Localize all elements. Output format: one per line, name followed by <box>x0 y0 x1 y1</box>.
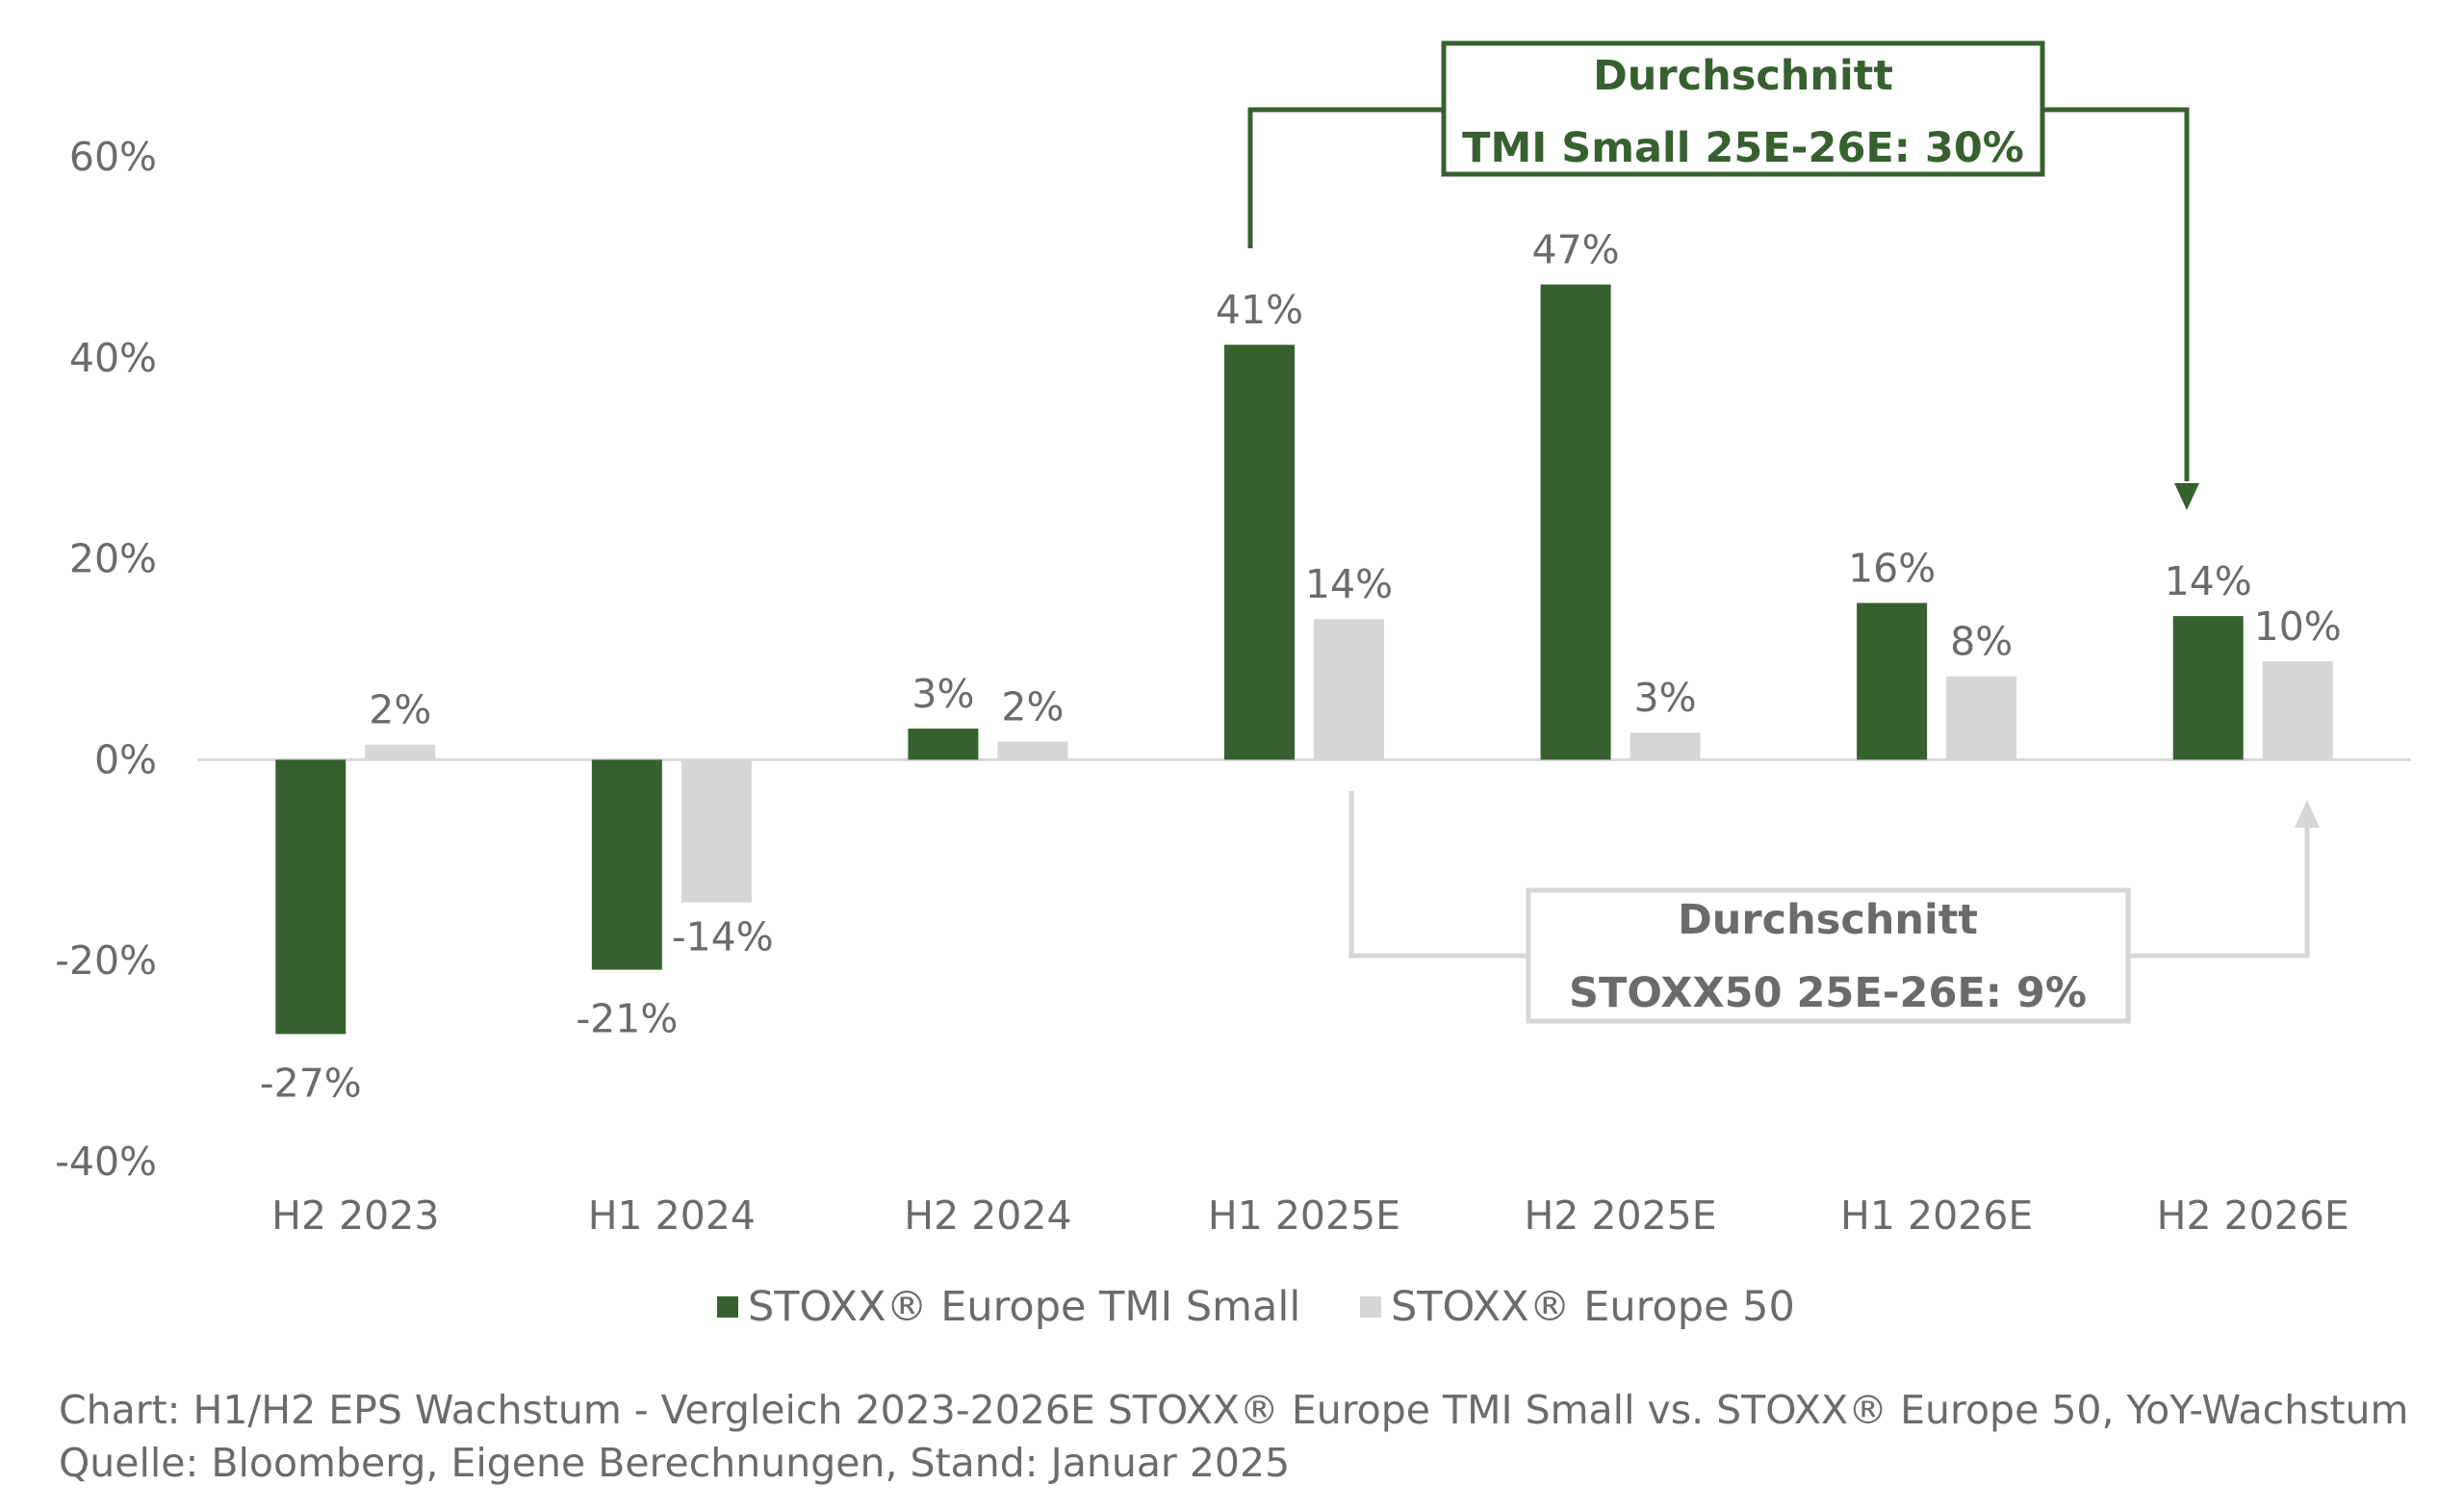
y-tick-label: -40% <box>55 1139 157 1185</box>
stoxx50-average-line2: STOXX50 25E-26E: 9% <box>1569 969 2087 1017</box>
y-tick-label: -20% <box>55 937 157 984</box>
legend: STOXX® Europe TMI Small STOXX® Europe 50 <box>717 1283 1795 1331</box>
data-label-tmi-small: 3% <box>911 671 974 717</box>
tmi-small-average-line2: TMI Small 25E-26E: 30% <box>1462 124 2024 172</box>
data-label-europe-50: 8% <box>1950 619 2013 665</box>
bar-tmi-small <box>1857 602 1928 760</box>
stoxx50-average-box <box>1526 887 2131 1024</box>
data-label-tmi-small: 41% <box>1216 287 1303 333</box>
y-tick-label: 0% <box>94 736 157 782</box>
stoxx50-bracket-line <box>1348 791 1528 959</box>
legend-swatch-tmi-small <box>717 1296 738 1318</box>
bar-tmi-small <box>1540 284 1611 760</box>
y-tick-label: 60% <box>69 134 157 180</box>
stoxx50-average-line1: Durchschnitt <box>1678 896 1978 944</box>
bar-europe-50 <box>997 741 1068 760</box>
x-tick-label: H2 2023 <box>271 1192 439 1239</box>
chart-caption: Chart: H1/H2 EPS Wachstum - Vergleich 20… <box>59 1387 2409 1433</box>
legend-label-europe-50: STOXX® Europe 50 <box>1391 1283 1795 1331</box>
data-label-tmi-small: 47% <box>1532 227 1620 273</box>
data-label-europe-50: 2% <box>1001 684 1064 730</box>
x-tick-label: H1 2024 <box>588 1192 756 1239</box>
data-label-europe-50: 3% <box>1634 675 1697 721</box>
tmi-small-average-annotation: Durchschnitt TMI Small 25E-26E: 30% <box>1247 40 2199 510</box>
stoxx50-average-annotation: Durchschnitt STOXX50 25E-26E: 9% <box>1348 791 2320 1024</box>
bar-tmi-small <box>2172 616 2244 760</box>
x-tick-label: H2 2026E <box>2157 1192 2349 1239</box>
eps-growth-chart: 60% 40% 20% 0% -20% -40% -27% 2% -21% -14% 3% 2% 41… <box>55 40 2411 1331</box>
source-note: Quelle: Bloomberg, Eigene Berechnungen, … <box>59 1440 1291 1486</box>
tmi-small-bracket-line-right <box>2042 107 2190 481</box>
bar-europe-50 <box>2262 661 2333 760</box>
data-label-tmi-small: 16% <box>1848 546 1936 592</box>
x-tick-label: H2 2024 <box>904 1192 1071 1239</box>
bar-europe-50 <box>1630 732 1701 760</box>
tmi-small-arrow-head <box>2174 483 2199 510</box>
data-label-tmi-small: -27% <box>260 1060 362 1106</box>
bar-tmi-small <box>591 759 662 970</box>
tmi-small-bracket-line <box>1247 107 1444 248</box>
data-label-europe-50: 10% <box>2254 603 2342 650</box>
x-tick-label: H1 2026E <box>1840 1192 2033 1239</box>
stoxx50-arrow-head <box>2295 800 2320 828</box>
bar-europe-50 <box>1946 676 2017 760</box>
x-tick-label: H1 2025E <box>1208 1192 1400 1239</box>
bar-tmi-small <box>275 759 346 1035</box>
data-label-europe-50: -14% <box>672 914 774 960</box>
legend-label-tmi-small: STOXX® Europe TMI Small <box>748 1283 1300 1331</box>
stoxx50-bracket-line-right <box>2128 828 2310 959</box>
data-label-tmi-small: -21% <box>576 996 678 1042</box>
tmi-small-average-line1: Durchschnitt <box>1593 52 1893 100</box>
x-tick-label: H2 2025E <box>1524 1192 1716 1239</box>
data-label-europe-50: 2% <box>369 687 431 733</box>
bar-europe-50 <box>680 759 752 903</box>
y-tick-label: 40% <box>69 335 157 381</box>
tmi-small-average-box <box>1441 40 2045 177</box>
y-tick-label: 20% <box>69 536 157 582</box>
bar-tmi-small <box>908 729 979 760</box>
x-axis: H2 2023 H1 2024 H2 2024 H1 2025E H2 2025E H1 … <box>271 1192 2349 1239</box>
bar-europe-50 <box>1314 619 1384 760</box>
data-labels: -27%2%-21%-14%3% 2%41%14%47%3%16%8%14%10% <box>260 227 2342 1107</box>
data-label-tmi-small: 14% <box>2165 558 2252 604</box>
legend-swatch-europe-50 <box>1360 1296 1381 1318</box>
bar-europe-50 <box>365 744 436 760</box>
data-label-europe-50: 14% <box>1305 561 1393 607</box>
bar-tmi-small <box>1224 345 1295 760</box>
bars <box>275 284 2333 1035</box>
y-axis: 60% 40% 20% 0% -20% -40% <box>55 134 157 1185</box>
